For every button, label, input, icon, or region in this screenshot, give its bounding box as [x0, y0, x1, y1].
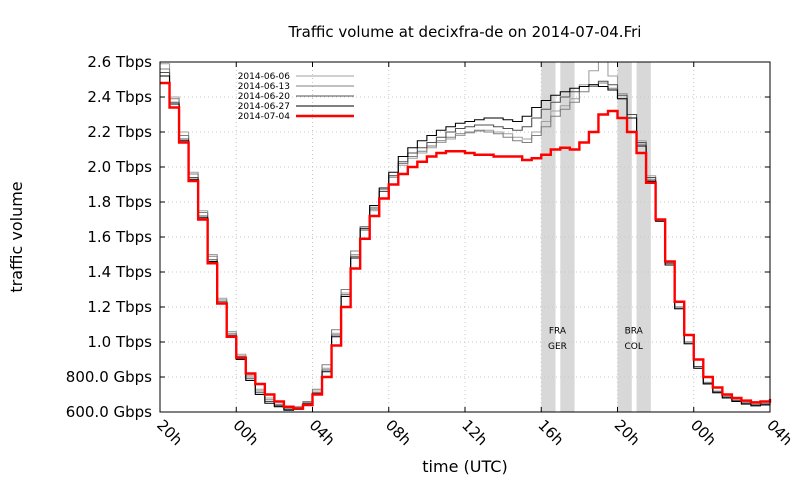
y-tick-label: 1.6 Tbps: [87, 228, 152, 246]
x-tick-label: 16h: [534, 416, 567, 449]
series-lines: [160, 61, 772, 411]
y-tick-label: 1.2 Tbps: [87, 298, 152, 316]
y-tick-label: 800.0 Gbps: [66, 368, 152, 386]
y-tick-label: 1.0 Tbps: [87, 333, 152, 351]
shaded-period-3: [636, 62, 651, 412]
x-tick-label: 12h: [458, 416, 491, 449]
x-tick-label: 04h: [763, 416, 796, 449]
legend-label: 2014-06-20: [238, 92, 291, 102]
y-tick-label: 1.4 Tbps: [87, 263, 152, 281]
x-tick-label: 08h: [382, 416, 415, 449]
event-annotation: BRA: [625, 326, 644, 336]
y-tick-label: 600.0 Gbps: [66, 403, 152, 421]
y-tick-label: 1.8 Tbps: [87, 193, 152, 211]
y-tick-label: 2.2 Tbps: [87, 123, 152, 141]
series-line-2014-06-27: [160, 75, 771, 411]
event-annotation: GER: [548, 342, 567, 352]
x-tick-label: 00h: [687, 416, 720, 449]
legend-label: 2014-06-13: [238, 82, 290, 92]
legend-label: 2014-06-06: [238, 72, 291, 82]
series-line-2014-07-04: [160, 81, 772, 410]
annotations: FRA GER BRA COL: [548, 326, 644, 352]
x-tick-label: 00h: [229, 416, 262, 449]
legend-label: 2014-07-04: [238, 112, 291, 122]
event-annotation: FRA: [549, 326, 567, 336]
y-axis-ticks: 600.0 Gbps 800.0 Gbps 1.0 Tbps 1.2 Tbps 1.4 …: [66, 53, 770, 421]
y-tick-label: 2.0 Tbps: [87, 158, 152, 176]
y-axis-label: traffic volume: [7, 181, 26, 292]
chart-title: Traffic volume at decixfra-de on 2014-07…: [288, 23, 642, 41]
y-tick-label: 2.4 Tbps: [87, 88, 152, 106]
legend: 2014-06-062014-06-132014-06-202014-06-27…: [238, 72, 354, 122]
legend-label: 2014-06-27: [238, 102, 290, 112]
x-tick-label: 20h: [153, 416, 186, 449]
x-axis-label: time (UTC): [422, 457, 507, 476]
x-tick-label: 04h: [306, 416, 339, 449]
y-tick-label: 2.6 Tbps: [87, 53, 152, 71]
x-tick-label: 20h: [611, 416, 644, 449]
event-annotation: COL: [625, 342, 643, 352]
